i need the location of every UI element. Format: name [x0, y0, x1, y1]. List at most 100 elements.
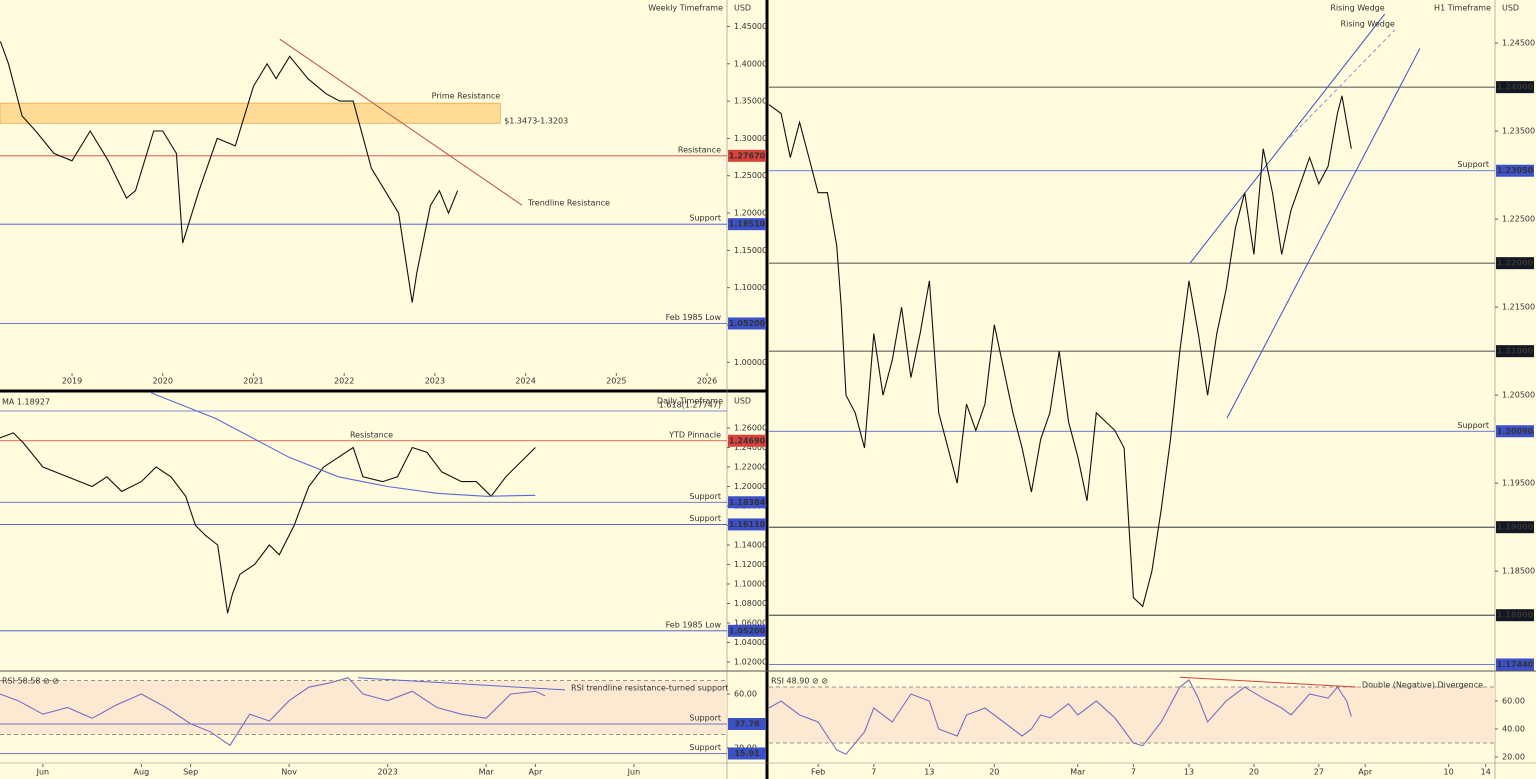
y-tick-label: 1.45000 [734, 22, 767, 31]
trend-line [1189, 13, 1386, 264]
x-tick-label: 20 [989, 768, 999, 777]
level-price-label: 1.17440 [1497, 660, 1534, 669]
level-price-box [1496, 521, 1534, 534]
y-tick-label: 1.26000 [734, 424, 767, 433]
level-name: YTD Pinnacle [668, 430, 721, 439]
level-price-box [728, 149, 766, 162]
y-tick-label: 1.22000 [734, 463, 767, 472]
y-tick-label: 1.00000 [734, 358, 767, 367]
price-line [150, 392, 536, 497]
level-price-label: 1.24690 [729, 436, 766, 445]
level-name: Resistance [678, 145, 721, 154]
y-tick-label: 1.20000 [734, 209, 767, 218]
level-price-box [728, 624, 766, 637]
x-tick-label: Mar [479, 768, 495, 777]
x-tick-label: Jun [36, 768, 50, 777]
level-price-label: 1.21000 [1497, 347, 1534, 356]
x-tick-label: Feb [811, 768, 825, 777]
level-name: Support [689, 214, 721, 223]
rsi-band [769, 686, 1495, 743]
y-tick-label: 1.24000 [734, 443, 767, 452]
zone [0, 102, 501, 124]
x-tick-label: Aug [134, 768, 150, 777]
x-tick-label: Jun [627, 768, 641, 777]
y-tick-label: 1.40000 [734, 59, 767, 68]
level-price-label: 1.22000 [1497, 259, 1534, 268]
x-tick-label: Mar [1070, 768, 1086, 777]
y-tick-label: 1.21500 [1502, 303, 1535, 312]
trend-line-name: Rising Wedge [1341, 19, 1395, 28]
trend-line [1226, 48, 1421, 419]
level-price-label: 1.18510 [729, 220, 766, 229]
level-price-box [1496, 345, 1534, 358]
series-legend: RSI 58.58 ⊘ ⊘ [2, 677, 59, 686]
zone-name: Prime Resistance [432, 92, 501, 101]
zone-label: $1.3473-1.3203 [504, 117, 568, 126]
y-tick-label: 1.23500 [1502, 127, 1535, 136]
y-tick-label: 1.08000 [734, 599, 767, 608]
level-price-label: 1.23050 [1497, 166, 1534, 175]
axis-unit: USD [734, 397, 751, 406]
y-tick-label: 1.22500 [1502, 215, 1535, 224]
y-tick-label: 1.25000 [734, 171, 767, 180]
x-tick-label: 2023 [377, 768, 397, 777]
level-price-box [728, 717, 766, 730]
level-name: Feb 1985 Low [666, 313, 722, 322]
x-tick-label: 7 [871, 768, 876, 777]
y-tick-label: 20.00 [1502, 752, 1525, 761]
level-price-label: 1.27670 [729, 151, 766, 160]
x-tick-label: 2025 [606, 377, 626, 386]
y-tick-label: 1.04000 [734, 638, 767, 647]
y-tick-label: 60.00 [734, 689, 757, 698]
level-name: Support [689, 514, 721, 523]
x-tick-label: 20 [1249, 768, 1259, 777]
trend-line-name: Double (Negative) Divergence [1362, 680, 1483, 689]
x-tick-label: 7 [1131, 768, 1136, 777]
price-line [0, 677, 546, 747]
level-price-label: 15.91 [734, 749, 760, 758]
level-price-box [1496, 257, 1534, 270]
panel-title: Daily Timeframe [657, 397, 723, 406]
level-price-box [1496, 81, 1534, 94]
level-price-box [728, 218, 766, 231]
y-tick-label: 1.12000 [734, 560, 767, 569]
y-tick-label: 1.24500 [1502, 39, 1535, 48]
x-tick-label: 10 [1444, 768, 1454, 777]
level-price-label: 1.05200 [729, 319, 766, 328]
trend-line-name: Trendline Resistance [527, 199, 610, 208]
price-line [768, 95, 1352, 608]
price-line [0, 41, 459, 303]
level-name: Support [1457, 160, 1489, 169]
x-tick-label: 13 [924, 768, 934, 777]
level-price-box [728, 317, 766, 330]
level-price-box [728, 434, 766, 447]
x-tick-label: 2021 [243, 377, 263, 386]
level-price-label: 1.18000 [1497, 611, 1534, 620]
level-price-label: 37.78 [734, 719, 760, 728]
panel-title: Weekly Timeframe [648, 4, 723, 13]
level-price-label: 1.05200 [729, 626, 766, 635]
trend-line [279, 38, 523, 206]
y-tick-label: 1.06000 [734, 619, 767, 628]
level-name: Support [1457, 421, 1489, 430]
level-price-box [728, 496, 766, 509]
x-tick-label: 2024 [515, 377, 535, 386]
price-line [0, 432, 536, 614]
level-price-box [728, 747, 766, 760]
x-tick-label: 2022 [334, 377, 354, 386]
level-price-box [1496, 609, 1534, 622]
trend-line-name: RSI trendline resistance-turned support [571, 683, 728, 692]
level-price-label: 1.20090 [1497, 427, 1534, 436]
x-tick-label: Apr [528, 768, 543, 777]
y-tick-label: 1.14000 [734, 541, 767, 550]
y-tick-label: 1.10000 [734, 580, 767, 589]
x-tick-label: 2019 [62, 377, 82, 386]
y-tick-label: 1.20500 [1502, 391, 1535, 400]
level-name: Support [689, 492, 721, 501]
trend-line-name: Rising Wedge [1330, 4, 1384, 13]
trend-line [358, 677, 566, 691]
level-name: Support [689, 713, 721, 722]
x-tick-label: 27 [1314, 768, 1324, 777]
y-tick-label: 1.20000 [734, 482, 767, 491]
